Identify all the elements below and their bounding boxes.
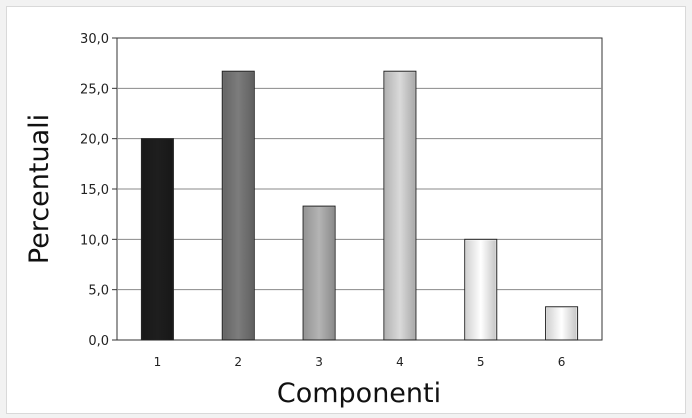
bar-shading-4 (384, 72, 415, 340)
x-tick-label: 1 (154, 355, 162, 369)
y-tick-label: 25,0 (80, 82, 109, 97)
bars (140, 70, 579, 341)
x-tick-label: 4 (396, 355, 404, 369)
bar-shading-5 (465, 240, 496, 340)
x-tick-labels: 1 2 3 4 5 6 (154, 355, 566, 369)
y-tick-label: 30,0 (80, 32, 109, 47)
y-tick-label: 20,0 (80, 133, 109, 148)
x-tick-label: 2 (234, 355, 242, 369)
gridlines (117, 87, 602, 291)
y-axis-title: Percentuali (24, 114, 55, 264)
x-tick-label: 5 (477, 355, 485, 369)
y-tick-label: 0,0 (88, 334, 109, 349)
bar-shading-3 (304, 207, 335, 340)
x-tick-label: 3 (315, 355, 323, 369)
y-tick-label: 5,0 (88, 284, 109, 299)
x-tick-label: 6 (558, 355, 566, 369)
bar-shading-2 (223, 72, 254, 340)
y-tick-label: 10,0 (80, 233, 109, 248)
bar-shading-1 (142, 139, 173, 340)
y-tick-labels: 0,0 5,0 10,0 15,0 20,0 25,0 30,0 (80, 32, 117, 349)
y-tick-label: 15,0 (80, 183, 109, 198)
bar-shading-6 (546, 307, 577, 340)
x-axis-title: Componenti (277, 378, 441, 409)
